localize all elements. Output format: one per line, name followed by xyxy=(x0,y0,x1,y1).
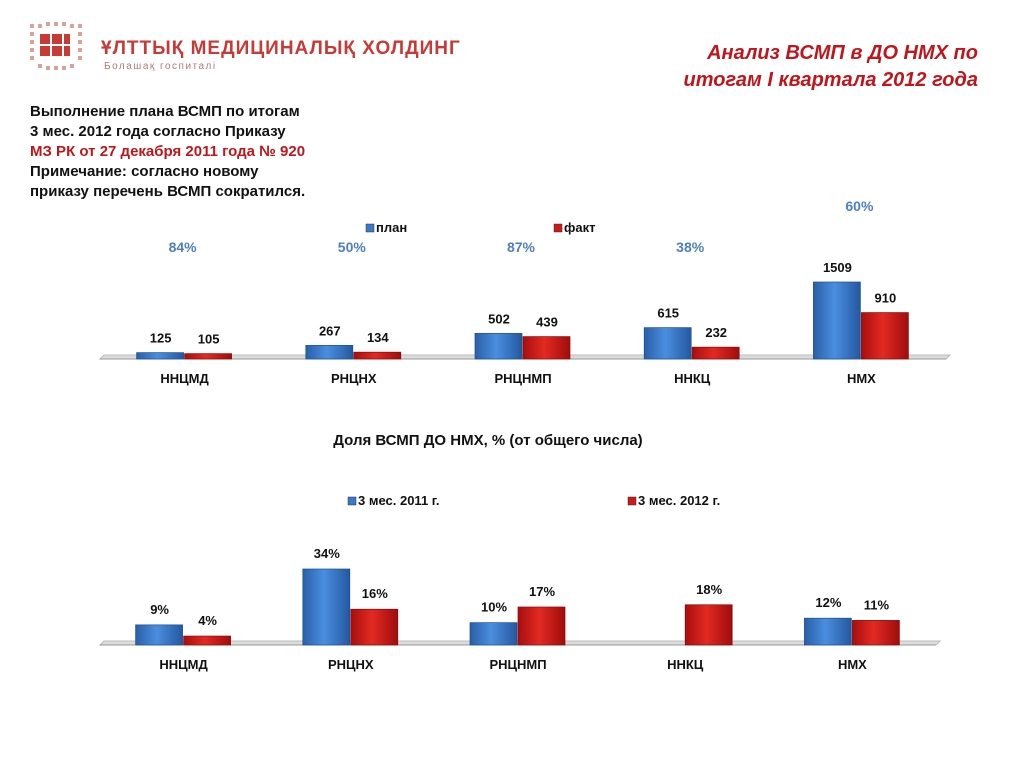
bar xyxy=(522,336,571,360)
bar-value-label: 910 xyxy=(875,291,897,306)
chart-title: Доля ВСМП ДО НМХ, % (от общего числа) xyxy=(333,432,642,449)
completion-percent-label: 50% xyxy=(338,239,367,255)
bar xyxy=(184,353,232,360)
category-label: ННЦМД xyxy=(159,657,208,672)
category-label: НМХ xyxy=(847,371,876,386)
bar xyxy=(135,624,183,646)
bar-value-label: 9% xyxy=(150,602,169,617)
legend-label-0: план xyxy=(376,220,407,235)
bar-value-label: 615 xyxy=(657,306,679,321)
bar-value-label: 16% xyxy=(362,586,388,601)
category-label: РНЦНМП xyxy=(489,657,546,672)
slide-title-line-1: Анализ ВСМП в ДО НМХ по xyxy=(707,42,978,64)
plan-fact-chart: план факт ННЦМД 125 105 РНЦНХ 267 134 РНЦНМП 502 4… xyxy=(98,198,952,386)
legend-swatch-0 xyxy=(347,496,357,506)
category-label: НМХ xyxy=(838,657,867,672)
category-label: РНЦНМП xyxy=(494,371,551,386)
bar-value-label: 12% xyxy=(815,595,841,610)
completion-percent-label: 60% xyxy=(845,198,874,214)
info-line-5: приказу перечень ВСМП сократился. xyxy=(30,183,306,200)
bar-value-label: 1509 xyxy=(823,260,852,275)
completion-percent-label: 87% xyxy=(507,239,536,255)
bar xyxy=(305,345,354,360)
category-label: ННЦМД xyxy=(160,371,209,386)
info-line-1: Выполнение плана ВСМП по итогам xyxy=(30,103,300,120)
bar xyxy=(474,333,523,360)
bar xyxy=(469,622,518,646)
bar xyxy=(804,617,852,646)
bar-value-label: 134 xyxy=(367,330,389,345)
legend-label-0: 3 мес. 2011 г. xyxy=(358,493,440,508)
info-line-2: 3 мес. 2012 года согласно Приказу xyxy=(30,123,286,140)
bar xyxy=(353,351,402,360)
bar xyxy=(643,327,692,360)
slide-title: Анализ ВСМП в ДО НМХ по итогам I квартал… xyxy=(598,40,978,94)
bar-value-label: 11% xyxy=(864,597,890,612)
bar xyxy=(517,606,566,646)
bar xyxy=(852,620,900,646)
info-line-4: Примечание: согласно новому xyxy=(30,163,259,180)
info-line-3: МЗ РК от 27 декабря 2011 года № 920 xyxy=(30,143,306,160)
legend-swatch-1 xyxy=(627,496,637,506)
bar-value-label: 4% xyxy=(198,613,217,628)
bar-value-label: 502 xyxy=(488,311,510,326)
bar xyxy=(302,568,351,646)
bar-value-label: 105 xyxy=(198,332,220,347)
bar-value-label: 34% xyxy=(314,546,340,561)
bar xyxy=(136,352,184,360)
bar-value-label: 232 xyxy=(705,325,727,340)
completion-percent-label: 38% xyxy=(676,239,705,255)
legend-swatch-1 xyxy=(553,223,563,233)
share-chart: 3 мес. 2011 г. 3 мес. 2012 г. ННЦМД 9% 4% РНЦ… xyxy=(98,432,942,672)
completion-percent-label: 84% xyxy=(169,239,198,255)
bar xyxy=(691,346,740,360)
bar-value-label: 439 xyxy=(536,315,558,330)
legend-swatch-0 xyxy=(365,223,375,233)
bar-value-label: 267 xyxy=(319,323,341,338)
category-label: ННКЦ xyxy=(667,657,704,672)
logo-subtitle: Болашақ госпиталі xyxy=(104,61,217,72)
bar xyxy=(813,281,861,360)
category-label: РНЦНХ xyxy=(331,371,377,386)
bar-value-label: 125 xyxy=(150,331,172,346)
legend-label-1: факт xyxy=(564,220,595,235)
bar xyxy=(684,604,733,646)
holding-logo: ҰЛТТЫҚ МЕДИЦИНАЛЫҚ ХОЛДИНГ Болашақ госпи… xyxy=(26,18,460,78)
bar xyxy=(183,635,231,646)
bar-value-label: 10% xyxy=(481,600,507,615)
category-label: РНЦНХ xyxy=(328,657,374,672)
bar xyxy=(861,312,909,360)
legend-label-1: 3 мес. 2012 г. xyxy=(638,493,720,508)
bar xyxy=(350,608,399,646)
plan-info-text: Выполнение плана ВСМП по итогам 3 мес. 2… xyxy=(30,102,370,202)
holding-logo-mark xyxy=(30,22,82,70)
logo-title: ҰЛТТЫҚ МЕДИЦИНАЛЫҚ ХОЛДИНГ xyxy=(101,38,461,59)
bar-value-label: 18% xyxy=(696,582,722,597)
bar-value-label: 17% xyxy=(529,584,555,599)
category-label: ННКЦ xyxy=(674,371,711,386)
slide-title-line-2: итогам I квартала 2012 года xyxy=(683,69,978,91)
